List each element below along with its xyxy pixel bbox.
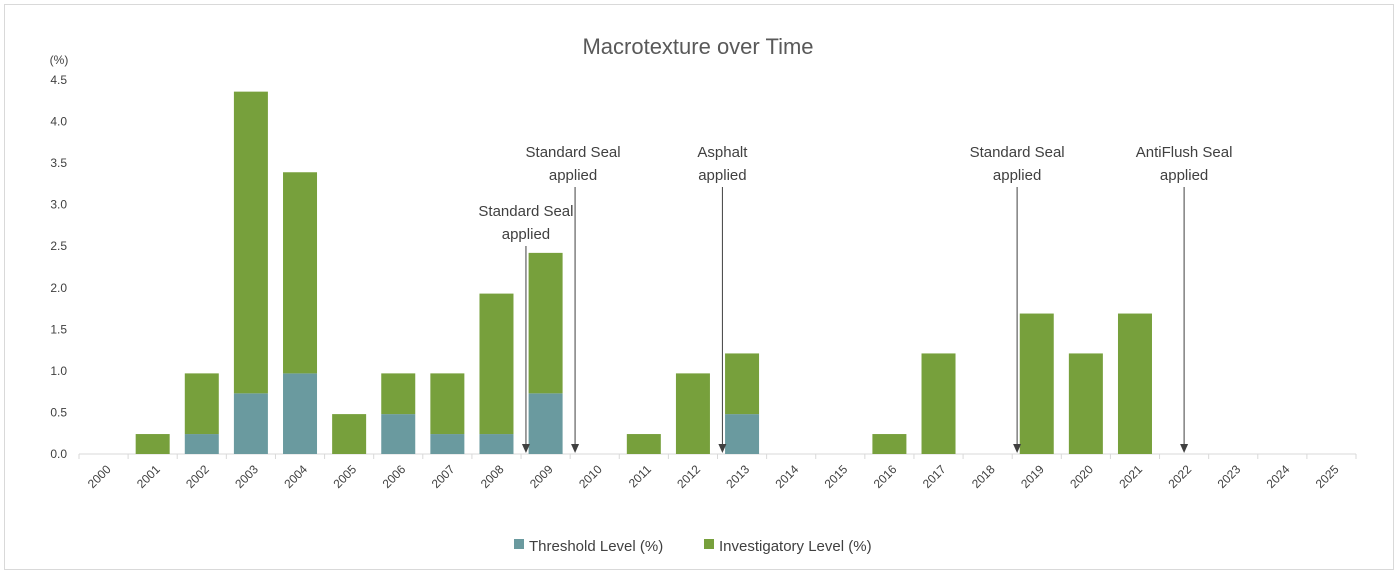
- bar-investigatory-level: [1019, 313, 1054, 454]
- bar-investigatory-level: [332, 414, 367, 454]
- annotation-arrow-head: [1180, 444, 1189, 453]
- annotation-arrow-head: [718, 444, 727, 453]
- annotation-arrow-head: [1013, 444, 1022, 453]
- annotation-arrow-head: [521, 444, 530, 453]
- bar-investigatory-level: [921, 353, 956, 454]
- y-axis-unit-label: (%): [50, 53, 69, 67]
- annotation-label: applied: [993, 167, 1041, 184]
- bar-threshold-level: [381, 414, 416, 454]
- bar-investigatory-level: [626, 434, 661, 454]
- x-tick-label: 2012: [674, 462, 703, 491]
- bar-threshold-level: [725, 414, 760, 454]
- annotation-label: applied: [1160, 167, 1208, 184]
- x-tick-label: 2024: [1264, 462, 1293, 491]
- y-axis-ticks: 0.0 0.5 1.0 1.5 2.0 2.5 3.0 3.5 4.0 4.5: [50, 73, 67, 461]
- annotation-label: applied: [549, 167, 597, 184]
- bar-threshold-level: [528, 393, 563, 454]
- bar-investigatory-level: [135, 434, 170, 454]
- legend: Threshold Level (%) Investigatory Level (…: [514, 538, 872, 555]
- x-tick-label: 2022: [1165, 462, 1194, 491]
- x-tick-label: 2021: [1116, 462, 1145, 491]
- x-tick-label: 2019: [1018, 462, 1047, 491]
- y-tick-label: 2.0: [50, 281, 67, 295]
- bar-threshold-level: [184, 434, 219, 454]
- bar-threshold-level: [479, 434, 514, 454]
- bar-investigatory-level: [430, 373, 465, 435]
- y-tick-label: 3.0: [50, 198, 67, 212]
- legend-swatch: [704, 539, 714, 549]
- bar-investigatory-level: [233, 91, 268, 394]
- legend-label: Investigatory Level (%): [719, 538, 872, 555]
- bar-threshold-level: [430, 434, 465, 454]
- bar-investigatory-level: [184, 373, 219, 435]
- x-tick-label: 2006: [380, 462, 409, 491]
- annotation-label: Standard Seal: [970, 144, 1065, 161]
- bar-investigatory-level: [872, 434, 907, 454]
- x-tick-label: 2003: [232, 462, 261, 491]
- y-tick-label: 0.5: [50, 405, 67, 419]
- x-tick-label: 2007: [429, 462, 458, 491]
- x-axis: 2000 2001 2002 2003 2004 2005 2006 2007 2008 2009…: [78, 453, 1357, 491]
- bar-investigatory-level: [1068, 353, 1103, 454]
- y-tick-label: 3.5: [50, 156, 67, 170]
- x-tick-label: 2009: [527, 462, 556, 491]
- x-tick-label: 2018: [969, 462, 998, 491]
- bar-investigatory-level: [1117, 313, 1152, 454]
- y-tick-label: 2.5: [50, 239, 67, 253]
- x-tick-label: 2001: [134, 462, 163, 491]
- bar-threshold-level: [283, 373, 318, 454]
- bar-investigatory-level: [283, 172, 318, 374]
- legend-label: Threshold Level (%): [529, 538, 663, 555]
- x-tick-label: 2014: [773, 462, 802, 491]
- x-tick-label: 2002: [183, 462, 212, 491]
- bar-investigatory-level: [381, 373, 416, 415]
- x-tick-label: 2025: [1313, 462, 1342, 491]
- annotations: Standard Seal applied Standard Seal applied…: [478, 144, 1232, 453]
- bar-threshold-level: [233, 393, 268, 454]
- x-tick-label: 2013: [723, 462, 752, 491]
- x-tick-label: 2020: [1067, 462, 1096, 491]
- x-tick-label: 2008: [478, 462, 507, 491]
- annotation-label: Standard Seal: [526, 144, 621, 161]
- bars: [135, 91, 1152, 454]
- x-tick-label: 2016: [871, 462, 900, 491]
- annotation-label: applied: [502, 226, 550, 243]
- annotation-arrow-head: [571, 444, 580, 453]
- annotation-label: applied: [698, 167, 746, 184]
- annotation-label: Standard Seal: [478, 203, 573, 220]
- x-tick-label: 2011: [626, 462, 654, 490]
- x-tick-label: 2015: [822, 462, 851, 491]
- x-tick-label: 2023: [1215, 462, 1244, 491]
- x-tick-label: 2017: [920, 462, 949, 491]
- y-tick-label: 0.0: [50, 447, 67, 461]
- x-tick-label: 2004: [281, 462, 310, 491]
- y-tick-label: 1.0: [50, 364, 67, 378]
- bar-investigatory-level: [675, 373, 710, 454]
- y-tick-label: 4.0: [50, 115, 67, 129]
- x-tick-label: 2005: [330, 462, 359, 491]
- chart-title: Macrotexture over Time: [582, 34, 813, 59]
- bar-investigatory-level: [528, 252, 563, 394]
- y-tick-label: 4.5: [50, 73, 67, 87]
- bar-investigatory-level: [725, 353, 760, 415]
- legend-swatch: [514, 539, 524, 549]
- x-tick-label: 2000: [85, 462, 114, 491]
- annotation-label: AntiFlush Seal: [1136, 144, 1233, 161]
- x-tick-label: 2010: [576, 462, 605, 491]
- annotation-label: Asphalt: [697, 144, 748, 161]
- bar-investigatory-level: [479, 293, 514, 435]
- y-tick-label: 1.5: [50, 322, 67, 336]
